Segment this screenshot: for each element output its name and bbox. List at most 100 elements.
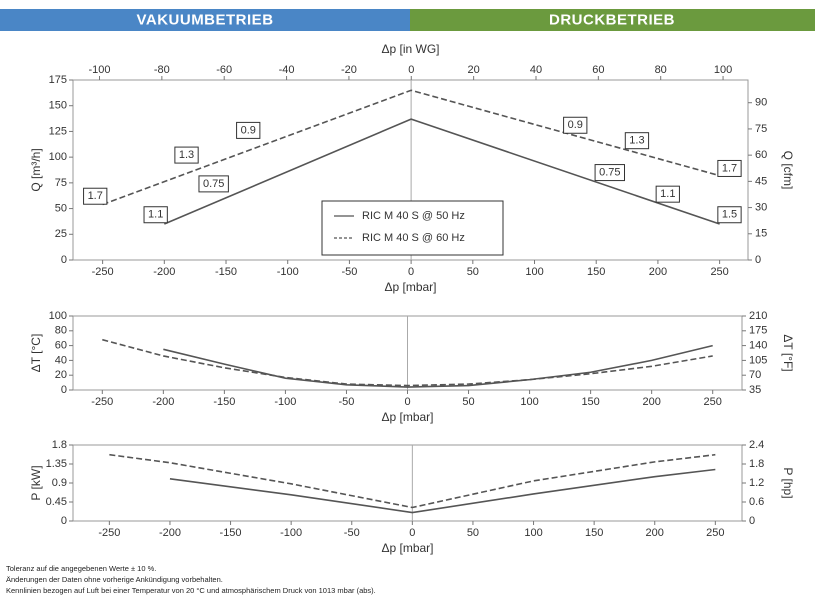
- x2-tick-label: -20: [341, 64, 357, 76]
- x2-tick-label: 60: [592, 64, 604, 76]
- y-tick-label: 20: [55, 369, 67, 381]
- annotation-box: [655, 185, 680, 203]
- x-tick-label: 100: [524, 527, 542, 539]
- annotation-box: [563, 116, 588, 134]
- x-tick-label: 250: [706, 527, 724, 539]
- y2-tick-label: 35: [749, 384, 761, 396]
- y2-tick-label: 210: [749, 310, 767, 322]
- x-tick-label: -200: [159, 527, 181, 539]
- y2-tick-label: 60: [755, 149, 767, 161]
- x-tick-label: 150: [587, 266, 605, 278]
- x-tick-label: 200: [642, 396, 660, 408]
- x-tick-label: -50: [341, 266, 357, 278]
- y2-tick-label: 0: [755, 254, 761, 266]
- annotation-box: [624, 132, 650, 150]
- y2-tick-label: 175: [749, 325, 767, 337]
- x-tick-label: 0: [408, 266, 414, 278]
- y2-tick-label: 1.8: [749, 458, 764, 470]
- x-tick-label: -150: [220, 527, 242, 539]
- x-tick-label: -250: [91, 396, 113, 408]
- y2-tick-label: 105: [749, 354, 767, 366]
- x-tick-label: -250: [98, 527, 120, 539]
- x-tick-label: 200: [649, 266, 667, 278]
- y-tick-label: 0: [61, 384, 67, 396]
- plot-frame: [72, 79, 749, 261]
- y-tick-label: 175: [49, 74, 67, 86]
- annotation: 1.7: [88, 190, 103, 202]
- x2-tick-label: -40: [279, 64, 295, 76]
- footnote: Toleranz auf die angegebenen Werte ± 10 …: [6, 564, 156, 573]
- y-tick-label: 60: [55, 340, 67, 352]
- x-tick-label: 200: [646, 527, 664, 539]
- y2-tick-label: 0.6: [749, 496, 764, 508]
- y-tick-label: 0.45: [46, 496, 67, 508]
- y2-tick-label: 30: [755, 201, 767, 213]
- x2-tick-label: 40: [530, 64, 542, 76]
- annotation: 1.1: [148, 209, 163, 221]
- x2-tick-label: -100: [88, 64, 110, 76]
- annotation: 0.9: [241, 124, 256, 136]
- x2-tick-label: 0: [408, 64, 414, 76]
- y2-tick-label: 70: [749, 369, 761, 381]
- annotation: 0.75: [203, 178, 224, 190]
- x2-axis-label: Δp [in WG]: [381, 42, 439, 56]
- annotation: 1.3: [179, 149, 194, 161]
- x-tick-label: -100: [277, 266, 299, 278]
- annotation-box: [143, 206, 168, 224]
- y-tick-label: 1.35: [46, 458, 67, 470]
- header-left: VAKUUMBETRIEB: [136, 11, 273, 28]
- header-left-bar: [0, 9, 410, 31]
- x-tick-label: 100: [520, 396, 538, 408]
- footnote: Änderungen der Daten ohne vorherige Ankü…: [6, 575, 223, 584]
- y2-axis-label: Q [cfm]: [781, 151, 795, 190]
- y2-tick-label: 45: [755, 175, 767, 187]
- y2-axis-label: ΔT [°F]: [781, 334, 795, 371]
- y-tick-label: 150: [49, 100, 67, 112]
- header-right: DRUCKBETRIEB: [549, 11, 675, 28]
- annotation-box: [717, 159, 742, 177]
- x-tick-label: -200: [152, 396, 174, 408]
- x2-tick-label: -60: [216, 64, 232, 76]
- annotation-box: [83, 187, 108, 205]
- annotation: 1.1: [660, 188, 675, 200]
- annotation: 1.5: [722, 209, 737, 221]
- y-tick-label: 0: [61, 254, 67, 266]
- x-axis-label: Δp [mbar]: [381, 541, 433, 555]
- annotation: 1.7: [722, 162, 737, 174]
- x-tick-label: 100: [525, 266, 543, 278]
- y2-tick-label: 2.4: [749, 439, 764, 451]
- y-tick-label: 125: [49, 125, 67, 137]
- x-tick-label: 250: [704, 396, 722, 408]
- annotation: 0.9: [568, 119, 583, 131]
- x-tick-label: 250: [710, 266, 728, 278]
- y-tick-label: 25: [55, 228, 67, 240]
- footnote: Kennlinien bezogen auf Luft bei einer Te…: [6, 586, 376, 595]
- y-axis-label: P [kW]: [29, 465, 43, 500]
- annotation-box: [174, 146, 199, 164]
- x-tick-label: -50: [344, 527, 360, 539]
- series-line: [102, 89, 720, 206]
- x-tick-label: -150: [215, 266, 237, 278]
- y-tick-label: 1.8: [52, 439, 67, 451]
- y-axis-label: Q [m³/h]: [29, 148, 43, 191]
- y-tick-label: 100: [49, 151, 67, 163]
- series-line: [109, 453, 716, 509]
- header-right-bar: [410, 9, 815, 31]
- x-tick-label: -50: [339, 396, 355, 408]
- annotation-box: [594, 164, 626, 182]
- x-tick-label: -200: [153, 266, 175, 278]
- y2-tick-label: 75: [755, 123, 767, 135]
- y-tick-label: 0: [61, 515, 67, 527]
- y-axis-label: ΔT [°C]: [29, 334, 43, 373]
- x-tick-label: 150: [581, 396, 599, 408]
- plot-frame: [72, 444, 743, 522]
- y2-axis-label: P [hp]: [781, 467, 795, 498]
- x-tick-label: -100: [280, 527, 302, 539]
- annotation-box: [198, 175, 229, 193]
- annotation: 1.3: [629, 135, 644, 147]
- y-tick-label: 40: [55, 354, 67, 366]
- x-tick-label: 0: [409, 527, 415, 539]
- y-tick-label: 75: [55, 177, 67, 189]
